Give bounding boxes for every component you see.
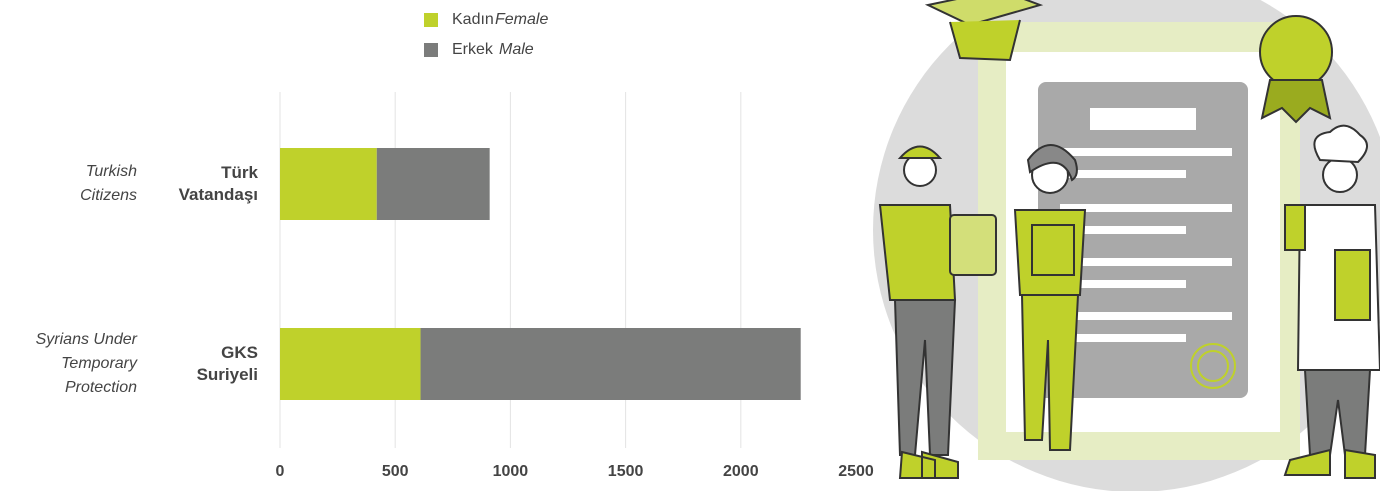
page: 0 500 1000 1500 2000 2500 KadınFemaleErkek Male… [0,0,1380,491]
illustration [873,0,1380,491]
x-tick-label: 2500 [838,463,874,480]
legend-label: Erkek [452,41,494,58]
bar [377,148,490,220]
legend-label-en: Female [495,11,548,28]
x-tick-label: 1000 [493,463,529,480]
x-tick-label: 500 [382,463,409,480]
category-label-en: Syrians Under [36,331,138,348]
legend-label-en: Male [499,41,534,58]
category-label: Türk Vatandaşı [166,162,258,206]
x-tick-label: 2000 [723,463,759,480]
bar [280,328,421,400]
category-label-en: Citizens [80,187,137,204]
legend-swatch [424,43,438,57]
bar [421,328,801,400]
chart: 0 500 1000 1500 2000 2500 KadınFemaleErkek Male… [0,0,1380,491]
x-tick-label: 1500 [608,463,644,480]
category-label-en: Protection [65,379,137,396]
category-label: GKS Suriyeli [166,342,258,386]
category-label-en: Temporary [61,355,138,372]
legend-label: Kadın [452,11,494,28]
x-tick-label: 0 [276,463,285,480]
category-label-en: Turkish [86,163,137,180]
legend-swatch [424,13,438,27]
bar [280,148,377,220]
